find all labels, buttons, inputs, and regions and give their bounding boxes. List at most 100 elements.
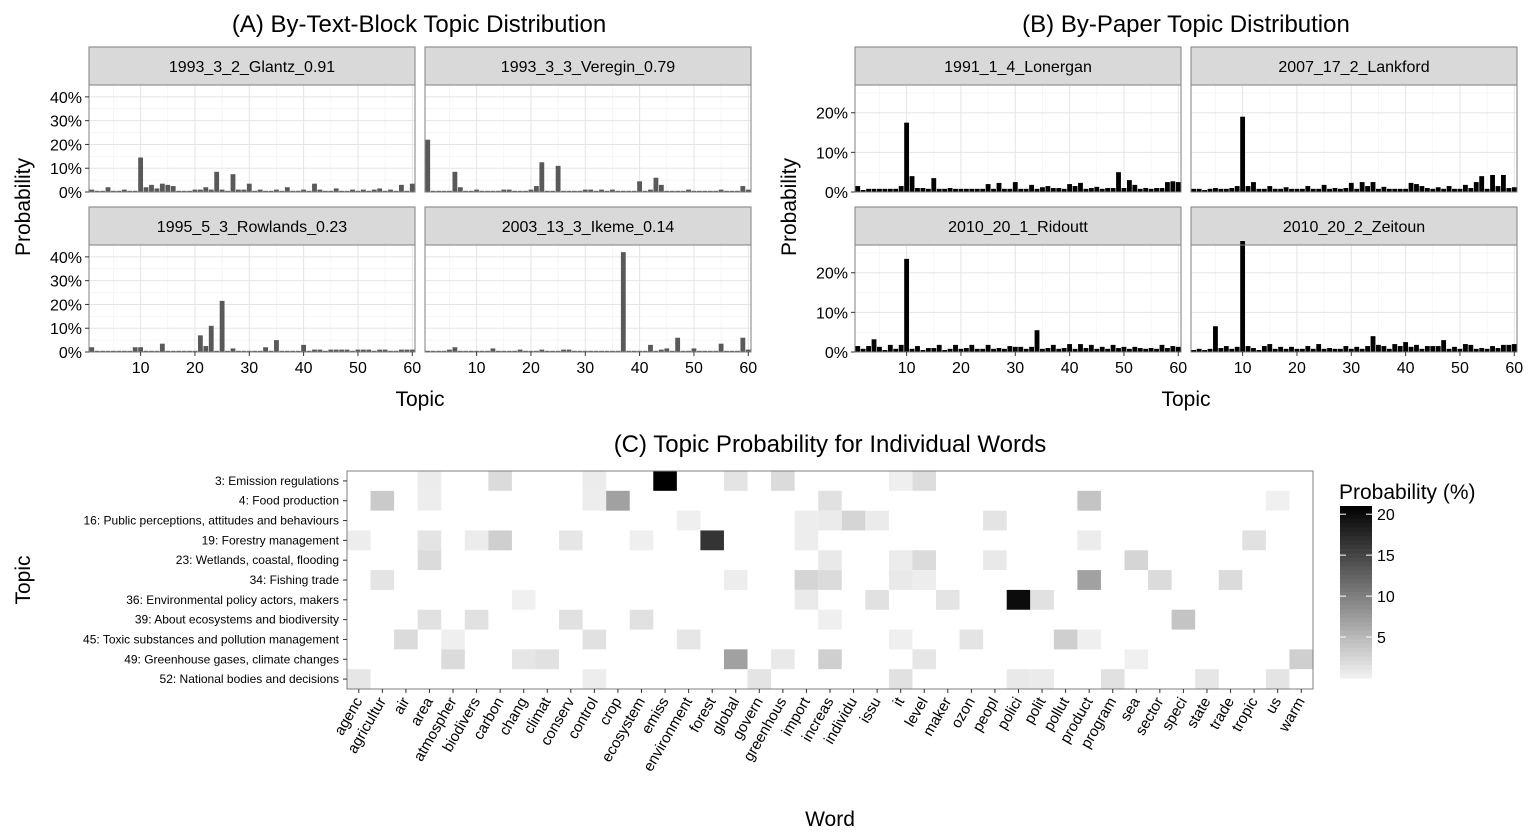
bar: [517, 190, 523, 192]
bar: [561, 349, 566, 352]
colorbar-tick-label: 5: [1377, 630, 1386, 647]
bar: [653, 177, 659, 192]
colorbar-segment: [1340, 549, 1372, 554]
bar: [366, 349, 372, 352]
bar: [887, 344, 893, 352]
bar: [1289, 188, 1294, 192]
facet-plot-area: [1191, 245, 1517, 352]
facet-a-2: 1995_5_3_Rowlands_0.23 0% 10% 20% 30% 40% 10 20…: [50, 206, 421, 377]
bar: [197, 335, 203, 352]
bar: [393, 350, 399, 352]
bar: [909, 176, 915, 192]
x-tick-label: 50: [1451, 360, 1469, 377]
bar: [1002, 188, 1007, 192]
bar: [436, 350, 441, 352]
bar: [1278, 346, 1284, 352]
y-tick-label: 10%: [816, 145, 848, 162]
bar: [111, 350, 116, 352]
heatmap-cell: [511, 649, 536, 670]
y-axis-title: Topic: [12, 555, 35, 604]
heatmap-cell: [818, 609, 842, 630]
bar: [344, 190, 350, 192]
bar: [1018, 188, 1024, 192]
heatmap-cell: [488, 530, 512, 551]
heatmap-cell: [723, 649, 748, 670]
bar: [877, 346, 882, 352]
bar: [176, 350, 182, 352]
bar: [192, 189, 198, 192]
bar: [974, 348, 980, 352]
bar: [284, 350, 290, 352]
heatmap-cell: [747, 669, 772, 689]
bar: [963, 348, 969, 352]
bar: [1007, 346, 1013, 352]
bar: [1511, 344, 1517, 352]
bar: [474, 350, 480, 352]
bar: [1457, 188, 1463, 192]
bar: [1251, 348, 1256, 352]
bar: [555, 165, 561, 192]
bar: [1202, 190, 1207, 192]
bar: [1386, 188, 1392, 192]
row-label: 16: Public perceptions, attitudes and be…: [84, 514, 340, 528]
bar: [279, 350, 285, 352]
bar: [680, 350, 686, 352]
bar: [382, 349, 388, 352]
bar: [225, 190, 230, 192]
bar: [388, 350, 393, 352]
facet-strip: [88, 206, 416, 246]
bar: [474, 189, 480, 192]
bar: [1289, 346, 1294, 352]
bar: [620, 190, 626, 192]
bar: [1170, 346, 1176, 352]
bar: [1305, 346, 1311, 352]
bar: [1403, 342, 1409, 352]
bar: [1441, 188, 1447, 192]
row-label: 19: Forestry management: [202, 533, 340, 547]
x-axis-title: Word: [805, 808, 855, 831]
bar: [355, 349, 361, 352]
bar: [696, 190, 702, 192]
bar: [1321, 184, 1327, 192]
bar: [230, 348, 236, 352]
colorbar-segment: [1340, 673, 1372, 679]
facet-strip: [424, 46, 752, 86]
colorbar-segment: [1340, 514, 1372, 520]
bar: [1283, 187, 1289, 192]
facet-b-3: 2010_20_2_Zeitoun 10 20 30 40 50 60: [1190, 206, 1523, 377]
bar: [187, 350, 192, 352]
bar: [588, 350, 594, 352]
bar: [468, 190, 474, 192]
bar: [1479, 348, 1485, 352]
bar: [1468, 344, 1474, 352]
x-tick-label: 60: [1169, 360, 1187, 377]
x-tick-label: 30: [1342, 360, 1360, 377]
x-tick-label: 30: [1006, 360, 1024, 377]
bar: [149, 350, 154, 352]
bar: [105, 187, 111, 192]
bar: [664, 190, 670, 192]
bar: [1056, 188, 1062, 192]
heatmap-cell: [794, 589, 819, 610]
bar: [691, 348, 697, 352]
heatmap-cell: [582, 629, 607, 650]
x-tick-label: 20: [952, 360, 970, 377]
bar: [1191, 188, 1197, 192]
heatmap-cell: [370, 570, 395, 590]
bar: [1294, 348, 1300, 352]
heatmap-cell: [417, 609, 442, 630]
heatmap-cell: [1148, 570, 1172, 590]
bar: [393, 190, 399, 192]
bar: [1218, 188, 1224, 192]
y-tick-label: 20%: [50, 137, 82, 154]
facet-border: [88, 244, 416, 353]
bar: [94, 350, 100, 352]
bar: [203, 187, 209, 192]
bar: [1490, 174, 1495, 192]
bar: [931, 348, 937, 352]
bar: [268, 350, 274, 352]
bar: [1012, 182, 1018, 192]
bar: [1234, 346, 1240, 352]
bar: [355, 190, 361, 192]
column-label: speci: [1159, 695, 1191, 734]
